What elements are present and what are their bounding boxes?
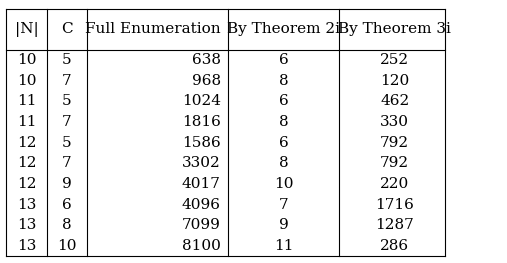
Text: 7: 7 bbox=[62, 115, 72, 129]
Text: 1287: 1287 bbox=[375, 218, 414, 232]
Text: By Theorem 3i: By Theorem 3i bbox=[338, 22, 451, 36]
Text: 1716: 1716 bbox=[375, 198, 414, 212]
Text: 9: 9 bbox=[279, 218, 288, 232]
Text: 11: 11 bbox=[274, 239, 294, 253]
Text: 12: 12 bbox=[17, 136, 37, 150]
Text: 13: 13 bbox=[17, 198, 37, 212]
Text: 10: 10 bbox=[17, 74, 37, 88]
Text: 8100: 8100 bbox=[182, 239, 221, 253]
Text: 1024: 1024 bbox=[182, 94, 221, 108]
Text: 8: 8 bbox=[279, 156, 288, 170]
Text: 8: 8 bbox=[279, 115, 288, 129]
Text: 6: 6 bbox=[279, 53, 288, 67]
Text: 6: 6 bbox=[279, 94, 288, 108]
Text: 968: 968 bbox=[192, 74, 221, 88]
Text: 792: 792 bbox=[380, 156, 409, 170]
Text: 5: 5 bbox=[62, 94, 72, 108]
Text: 11: 11 bbox=[17, 94, 37, 108]
Text: 252: 252 bbox=[380, 53, 409, 67]
Text: 220: 220 bbox=[380, 177, 409, 191]
Text: 286: 286 bbox=[380, 239, 409, 253]
Text: 12: 12 bbox=[17, 177, 37, 191]
Text: 120: 120 bbox=[380, 74, 409, 88]
Text: 8: 8 bbox=[279, 74, 288, 88]
Text: 10: 10 bbox=[57, 239, 77, 253]
Text: |N|: |N| bbox=[15, 22, 39, 37]
Text: 792: 792 bbox=[380, 136, 409, 150]
Text: 13: 13 bbox=[17, 218, 37, 232]
Text: 10: 10 bbox=[17, 53, 37, 67]
Text: 9: 9 bbox=[62, 177, 72, 191]
Text: 7: 7 bbox=[62, 74, 72, 88]
Text: 5: 5 bbox=[62, 53, 72, 67]
Text: Full Enumeration: Full Enumeration bbox=[85, 22, 221, 36]
Text: 12: 12 bbox=[17, 156, 37, 170]
Text: 6: 6 bbox=[279, 136, 288, 150]
Text: 330: 330 bbox=[380, 115, 409, 129]
Text: 1816: 1816 bbox=[182, 115, 221, 129]
Text: 3302: 3302 bbox=[182, 156, 221, 170]
Text: 4017: 4017 bbox=[182, 177, 221, 191]
Text: By Theorem 2i: By Theorem 2i bbox=[227, 22, 340, 36]
Text: 4096: 4096 bbox=[182, 198, 221, 212]
Text: 6: 6 bbox=[62, 198, 72, 212]
Text: 8: 8 bbox=[62, 218, 72, 232]
Text: 13: 13 bbox=[17, 239, 37, 253]
Text: 1586: 1586 bbox=[182, 136, 221, 150]
Text: 7: 7 bbox=[279, 198, 288, 212]
Text: 11: 11 bbox=[17, 115, 37, 129]
Text: 7099: 7099 bbox=[182, 218, 221, 232]
Text: C: C bbox=[61, 22, 73, 36]
Text: 10: 10 bbox=[274, 177, 294, 191]
Text: 462: 462 bbox=[380, 94, 409, 108]
Text: 5: 5 bbox=[62, 136, 72, 150]
Text: 638: 638 bbox=[192, 53, 221, 67]
Text: 7: 7 bbox=[62, 156, 72, 170]
